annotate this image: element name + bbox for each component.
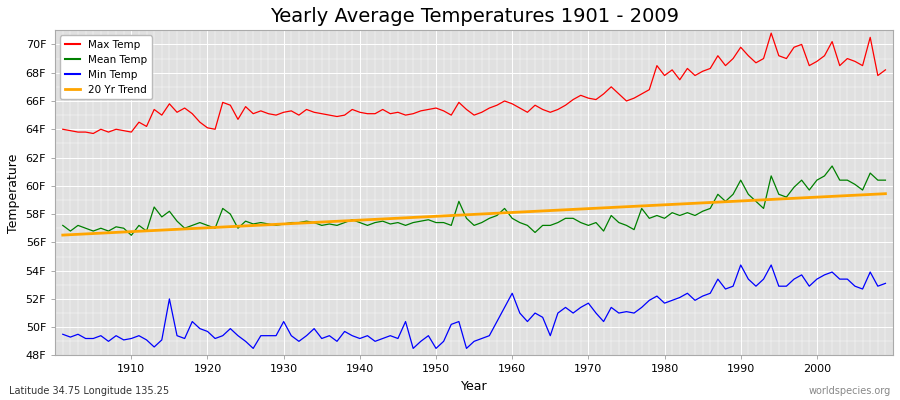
X-axis label: Year: Year bbox=[461, 380, 488, 393]
Title: Yearly Average Temperatures 1901 - 2009: Yearly Average Temperatures 1901 - 2009 bbox=[270, 7, 679, 26]
Text: Latitude 34.75 Longitude 135.25: Latitude 34.75 Longitude 135.25 bbox=[9, 386, 169, 396]
Legend: Max Temp, Mean Temp, Min Temp, 20 Yr Trend: Max Temp, Mean Temp, Min Temp, 20 Yr Tre… bbox=[60, 36, 152, 100]
Text: worldspecies.org: worldspecies.org bbox=[809, 386, 891, 396]
Y-axis label: Temperature: Temperature bbox=[7, 153, 20, 232]
